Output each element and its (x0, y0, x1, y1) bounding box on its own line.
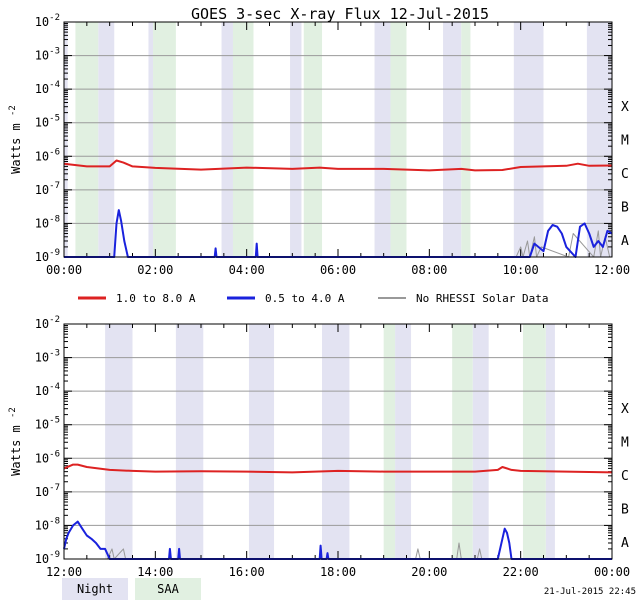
y-tick-label: 10-5 (35, 114, 60, 130)
y-tick-label: 10-8 (35, 516, 60, 532)
saa-band (383, 324, 396, 559)
x-tick-label: 12:00 (46, 565, 82, 579)
y-tick-label: 10-9 (35, 550, 60, 566)
band-label: SAA (157, 582, 179, 596)
night-band (443, 22, 462, 257)
x-tick-label: 00:00 (46, 263, 82, 277)
panel-pm: 10-9 10-8 10-7 10-6 10-5 10-4 10-3 10-2 12:00 14:… (8, 315, 630, 579)
saa-band (390, 22, 407, 257)
night-band (545, 324, 555, 559)
night-band (98, 22, 115, 257)
legend-label: 0.5 to 4.0 A (265, 292, 345, 305)
band-swatch (62, 578, 128, 600)
plot-frame (63, 21, 613, 258)
flare-class-label: B (621, 503, 629, 518)
band-label: Night (77, 582, 113, 596)
night-band (221, 22, 233, 257)
night-band (513, 22, 544, 257)
night-band (586, 22, 612, 257)
night-band (322, 324, 350, 559)
x-tick-label: 14:00 (137, 565, 173, 579)
y-axis-label: Watts m -2 (8, 407, 23, 476)
x-tick-label: 08:00 (411, 263, 447, 277)
night-band (248, 324, 275, 559)
panel-am: 10-9 10-8 10-7 10-6 10-5 10-4 10-3 10-2 00:00 02:… (8, 13, 630, 277)
x-tick-label: 02:00 (137, 263, 173, 277)
y-tick-label: 10-4 (35, 80, 60, 96)
flare-class-label: M (621, 134, 629, 149)
x-tick-label: 20:00 (411, 565, 447, 579)
series-no-rhessi-line (515, 230, 611, 258)
x-tick-label: 04:00 (229, 263, 265, 277)
footer-timestamp: 21-Jul-2015 22:45 (544, 587, 636, 597)
flare-class-label: A (621, 536, 629, 551)
saa-band (153, 22, 176, 257)
band-swatch (135, 578, 201, 600)
saa-band (522, 324, 546, 559)
x-tick-label: 10:00 (503, 263, 539, 277)
y-tick-label: 10-2 (35, 13, 60, 29)
saa-band (461, 22, 471, 257)
flare-class-label: C (621, 469, 629, 484)
night-band (64, 22, 68, 257)
series-long-line (63, 463, 613, 474)
saa-band (232, 22, 254, 257)
y-tick-label: 10-6 (35, 449, 60, 465)
y-tick-label: 10-2 (35, 315, 60, 331)
legend-label: No RHESSI Solar Data (416, 292, 548, 305)
x-tick-label: 00:00 (594, 565, 630, 579)
night-band (175, 324, 204, 559)
x-tick-label: 06:00 (320, 263, 356, 277)
series-short-line (64, 209, 613, 258)
series-long-line (63, 159, 613, 172)
legend: 1.0 to 8.0 A 0.5 to 4.0 A No RHESSI Solar … (78, 292, 548, 305)
flare-class-label: X (621, 402, 629, 417)
chart-title: GOES 3-sec X-ray Flux 12-Jul-2015 (191, 5, 489, 23)
series-no-rhessi-line (106, 542, 483, 560)
plot-frame (63, 323, 613, 560)
y-tick-label: 10-7 (35, 483, 60, 499)
y-tick-label: 10-7 (35, 181, 60, 197)
y-tick-label: 10-3 (35, 47, 60, 63)
night-band (395, 324, 412, 559)
flare-class-label: A (621, 234, 629, 249)
saa-band (452, 324, 473, 559)
band-legend: Night SAA (62, 578, 201, 600)
flare-class-label: X (621, 100, 629, 115)
x-tick-label: 12:00 (594, 263, 630, 277)
legend-label: 1.0 to 8.0 A (116, 292, 196, 305)
x-tick-label: 18:00 (320, 565, 356, 579)
night-band (472, 324, 489, 559)
flare-class-label: C (621, 167, 629, 182)
flare-class-label: B (621, 201, 629, 216)
y-tick-label: 10-5 (35, 416, 60, 432)
x-tick-label: 22:00 (503, 565, 539, 579)
flare-class-label: M (621, 436, 629, 451)
y-tick-label: 10-9 (35, 248, 60, 264)
saa-band (303, 22, 323, 257)
night-band (290, 22, 302, 257)
y-axis-label: Watts m -2 (8, 105, 23, 174)
saa-band (75, 22, 99, 257)
y-tick-label: 10-4 (35, 382, 60, 398)
y-tick-label: 10-8 (35, 214, 60, 230)
night-band (374, 22, 391, 257)
y-tick-label: 10-3 (35, 349, 60, 365)
night-band (105, 324, 133, 559)
y-tick-label: 10-6 (35, 147, 60, 163)
x-tick-label: 16:00 (229, 565, 265, 579)
